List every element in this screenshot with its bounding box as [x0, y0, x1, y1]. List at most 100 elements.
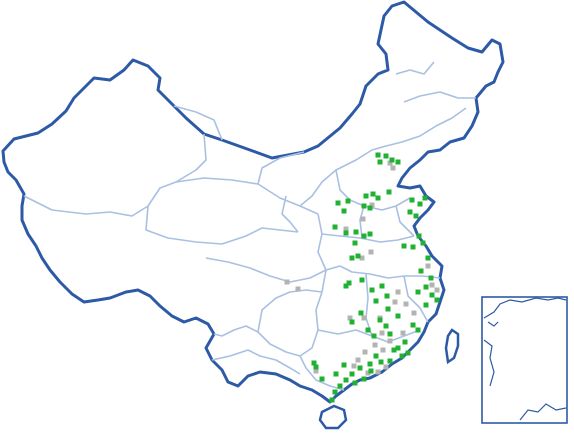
- green-marker: [407, 209, 413, 215]
- green-marker: [385, 306, 391, 312]
- green-marker: [333, 371, 339, 377]
- grey-marker: [295, 286, 301, 292]
- green-marker: [355, 253, 361, 259]
- green-marker: [343, 283, 349, 289]
- green-marker: [359, 277, 365, 283]
- green-marker: [383, 323, 389, 329]
- green-marker: [361, 203, 367, 209]
- grey-marker: [411, 310, 417, 316]
- green-marker: [319, 376, 325, 382]
- grey-marker: [343, 226, 349, 232]
- green-marker: [434, 297, 440, 303]
- grey-marker: [379, 330, 385, 336]
- green-marker: [387, 331, 393, 337]
- grey-marker: [284, 279, 290, 285]
- hainan-island: [318, 404, 348, 430]
- green-marker: [361, 233, 367, 239]
- green-marker: [418, 268, 424, 274]
- green-marker: [417, 201, 423, 207]
- green-marker: [341, 362, 347, 368]
- grey-marker: [392, 299, 398, 305]
- grey-marker: [360, 216, 366, 222]
- green-marker: [332, 389, 338, 395]
- green-marker: [405, 350, 411, 356]
- green-marker: [332, 224, 338, 230]
- green-marker: [429, 292, 435, 298]
- green-marker: [413, 213, 419, 219]
- green-marker: [379, 283, 385, 289]
- green-marker: [352, 380, 358, 386]
- green-marker: [353, 229, 359, 235]
- green-marker: [329, 397, 335, 403]
- green-marker: [378, 359, 384, 365]
- grey-marker: [362, 349, 368, 355]
- green-marker: [343, 230, 349, 236]
- green-marker: [369, 287, 375, 293]
- green-marker: [373, 353, 379, 359]
- green-marker: [395, 159, 401, 165]
- green-marker: [423, 284, 429, 290]
- green-marker: [367, 231, 373, 237]
- green-marker: [387, 358, 393, 364]
- green-marker: [335, 200, 341, 206]
- grey-marker: [387, 160, 393, 166]
- grey-marker: [351, 363, 357, 369]
- green-marker: [349, 319, 355, 325]
- green-marker: [375, 152, 381, 158]
- green-marker: [386, 189, 392, 195]
- green-marker: [311, 360, 317, 366]
- green-marker: [358, 310, 364, 316]
- grey-marker: [395, 289, 401, 295]
- green-marker: [371, 333, 377, 339]
- green-marker: [313, 364, 319, 370]
- grey-marker: [403, 301, 409, 307]
- grey-marker: [372, 342, 378, 348]
- green-marker: [349, 371, 355, 377]
- green-marker: [401, 243, 407, 249]
- green-marker: [370, 191, 376, 197]
- grey-marker: [361, 315, 367, 321]
- green-marker: [365, 327, 371, 333]
- green-marker: [423, 302, 429, 308]
- grey-marker: [387, 338, 393, 344]
- green-marker: [389, 157, 395, 163]
- grey-marker: [355, 357, 361, 363]
- green-marker: [415, 289, 421, 295]
- grey-marker: [429, 282, 435, 288]
- green-marker: [377, 159, 383, 165]
- green-marker: [428, 275, 434, 281]
- grey-marker: [313, 368, 319, 374]
- green-marker: [361, 376, 367, 382]
- grey-marker-layer: [284, 160, 440, 376]
- green-marker: [399, 353, 405, 359]
- green-marker: [395, 313, 401, 319]
- grey-marker: [347, 315, 353, 321]
- grey-marker: [425, 263, 431, 269]
- green-marker: [345, 198, 351, 204]
- green-marker: [409, 197, 415, 203]
- green-marker: [410, 244, 416, 250]
- green-marker: [343, 377, 349, 383]
- green-marker: [416, 233, 422, 239]
- green-marker: [402, 339, 408, 345]
- grey-marker: [359, 255, 365, 261]
- grey-marker: [380, 347, 386, 353]
- green-marker: [415, 327, 421, 333]
- grey-marker: [368, 249, 374, 255]
- green-marker-layer: [311, 152, 440, 403]
- green-marker: [341, 208, 347, 214]
- grey-marker: [365, 370, 371, 376]
- green-marker: [368, 368, 374, 374]
- green-marker: [410, 322, 416, 328]
- green-marker: [395, 345, 401, 351]
- green-marker: [391, 347, 397, 353]
- green-marker: [363, 193, 369, 199]
- south-china-sea-inset: [481, 296, 568, 424]
- grey-marker: [434, 287, 440, 293]
- green-marker: [367, 361, 373, 367]
- green-marker: [373, 298, 379, 304]
- grey-marker: [390, 165, 396, 171]
- grey-marker: [400, 330, 406, 336]
